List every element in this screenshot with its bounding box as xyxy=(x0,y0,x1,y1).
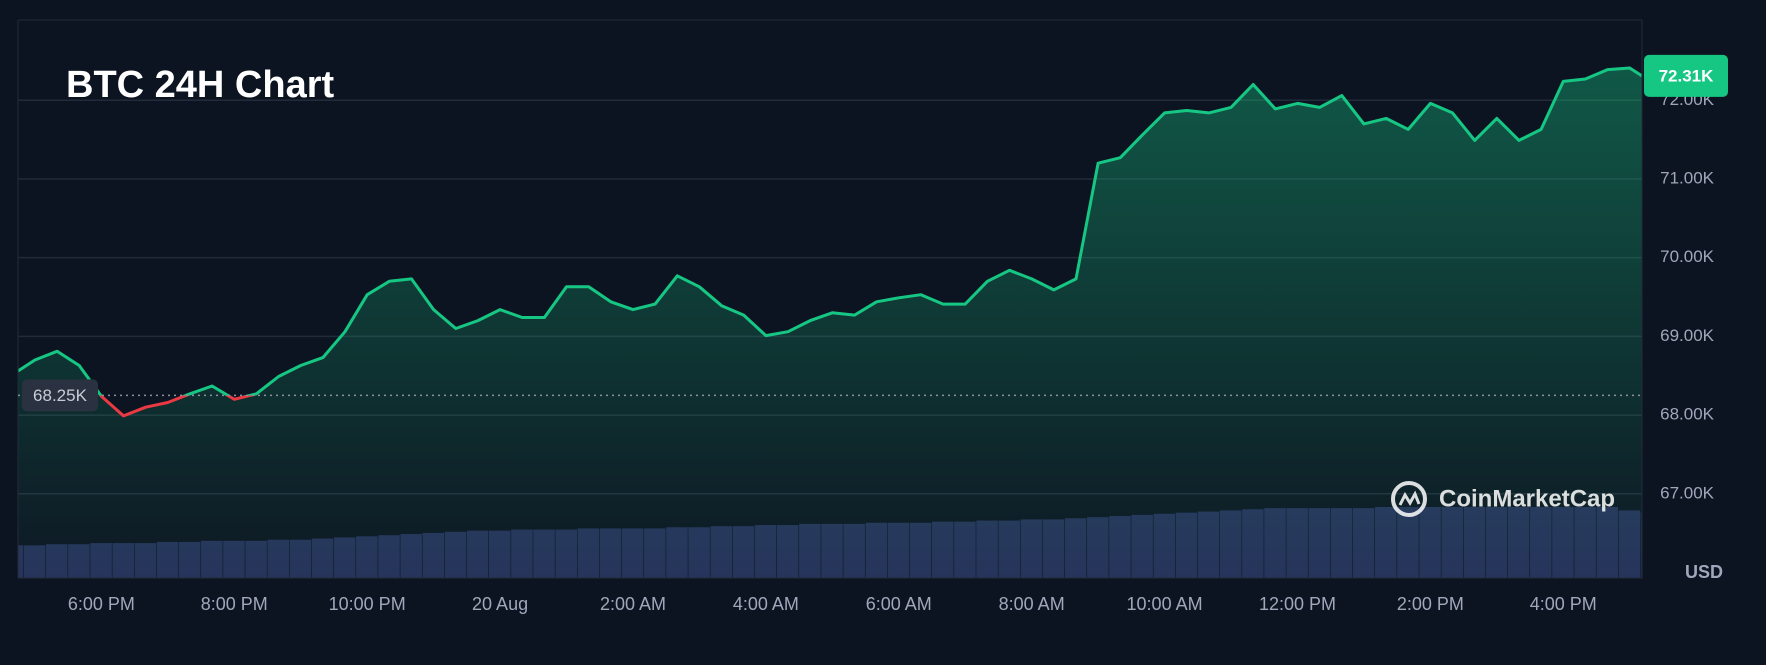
logo-mark xyxy=(1398,490,1421,506)
price-line xyxy=(17,66,1643,418)
watermark-text: CoinMarketCap xyxy=(1439,485,1615,512)
y-tick-label: 71.00K xyxy=(1660,168,1715,187)
x-tick-label: 4:00 AM xyxy=(733,594,799,614)
x-tick-label: 20 Aug xyxy=(472,594,528,614)
x-tick-label: 2:00 AM xyxy=(600,594,666,614)
x-tick-label: 6:00 PM xyxy=(68,594,135,614)
y-tick-label: 67.00K xyxy=(1660,483,1715,502)
reference-badge xyxy=(22,379,98,412)
current-price-badge xyxy=(1644,54,1728,97)
y-tick-label: 69.00K xyxy=(1660,326,1715,345)
x-tick-label: 8:00 AM xyxy=(999,594,1065,614)
x-tick-label: 8:00 PM xyxy=(201,594,268,614)
current-price-label: 72.31K xyxy=(1659,66,1715,85)
plot xyxy=(17,66,1643,578)
x-tick-label: 6:00 AM xyxy=(866,594,932,614)
currency-label: USD xyxy=(1685,562,1723,582)
x-tick-label: 10:00 AM xyxy=(1127,594,1203,614)
y-tick-label: 70.00K xyxy=(1660,247,1715,266)
chart-title: BTC 24H Chart xyxy=(66,64,334,106)
y-tick-label: 68.00K xyxy=(1660,405,1715,424)
logo xyxy=(1391,481,1427,517)
x-tick-label: 10:00 PM xyxy=(329,594,406,614)
area xyxy=(18,68,1642,578)
x-tick-label: 4:00 PM xyxy=(1530,594,1597,614)
x-tick-label: 12:00 PM xyxy=(1259,594,1336,614)
reference-label: 68.25K xyxy=(33,386,88,405)
watermark: CoinMarketCap xyxy=(1391,481,1615,517)
x-tick-label: 2:00 PM xyxy=(1397,594,1464,614)
